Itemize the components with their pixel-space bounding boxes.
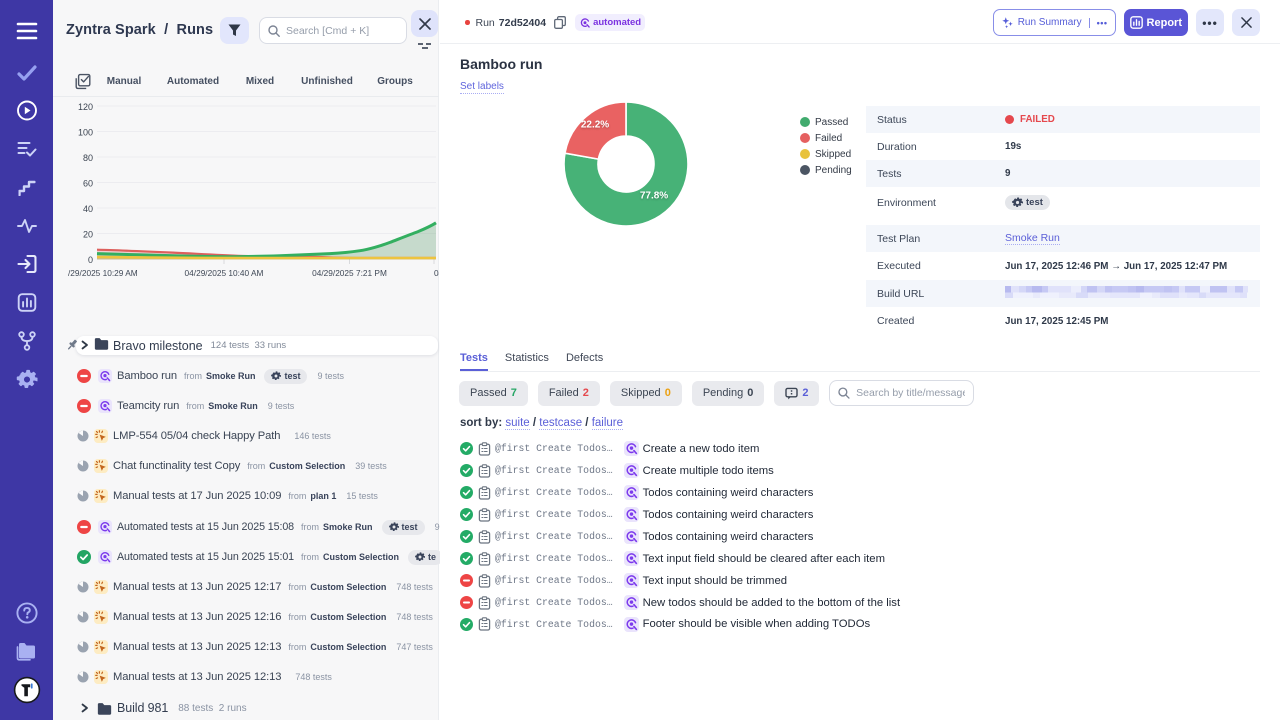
- svg-text:20: 20: [83, 230, 93, 240]
- svg-text:100: 100: [78, 128, 93, 138]
- svg-text:40: 40: [83, 204, 93, 214]
- svg-text:0: 0: [88, 255, 93, 265]
- svg-text:60: 60: [83, 179, 93, 189]
- svg-text:80: 80: [83, 153, 93, 163]
- svg-text:04/29/2025 7:21 PM: 04/29/2025 7:21 PM: [312, 268, 387, 278]
- svg-text:120: 120: [78, 102, 93, 112]
- svg-text:04/29/2025 10:40 AM: 04/29/2025 10:40 AM: [185, 268, 264, 278]
- svg-text:/29/2025 10:29 AM: /29/2025 10:29 AM: [68, 268, 138, 278]
- svg-text:04/29/2025 9:54 PM: 04/29/2025 9:54 PM: [434, 268, 439, 278]
